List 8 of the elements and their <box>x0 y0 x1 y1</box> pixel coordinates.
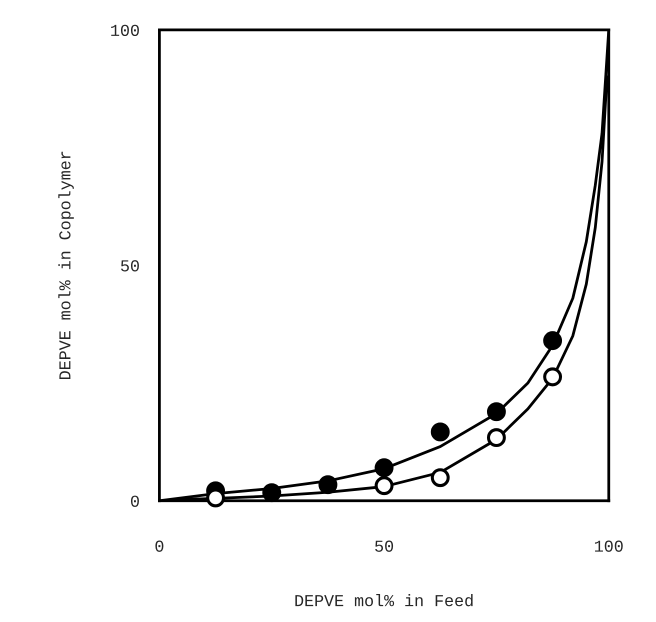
y-tick-label: 50 <box>121 260 139 272</box>
x-tick-label: 0 <box>155 540 164 552</box>
x-tick-label: 100 <box>594 540 623 552</box>
y-tick-label: 100 <box>111 24 139 36</box>
y-axis-title: DEPVE mol% in Copolymer <box>58 152 74 379</box>
x-tick-label: 50 <box>375 540 394 552</box>
x-axis-title: DEPVE mol% in Feed <box>295 594 473 606</box>
y-tick-label: 0 <box>130 496 139 507</box>
